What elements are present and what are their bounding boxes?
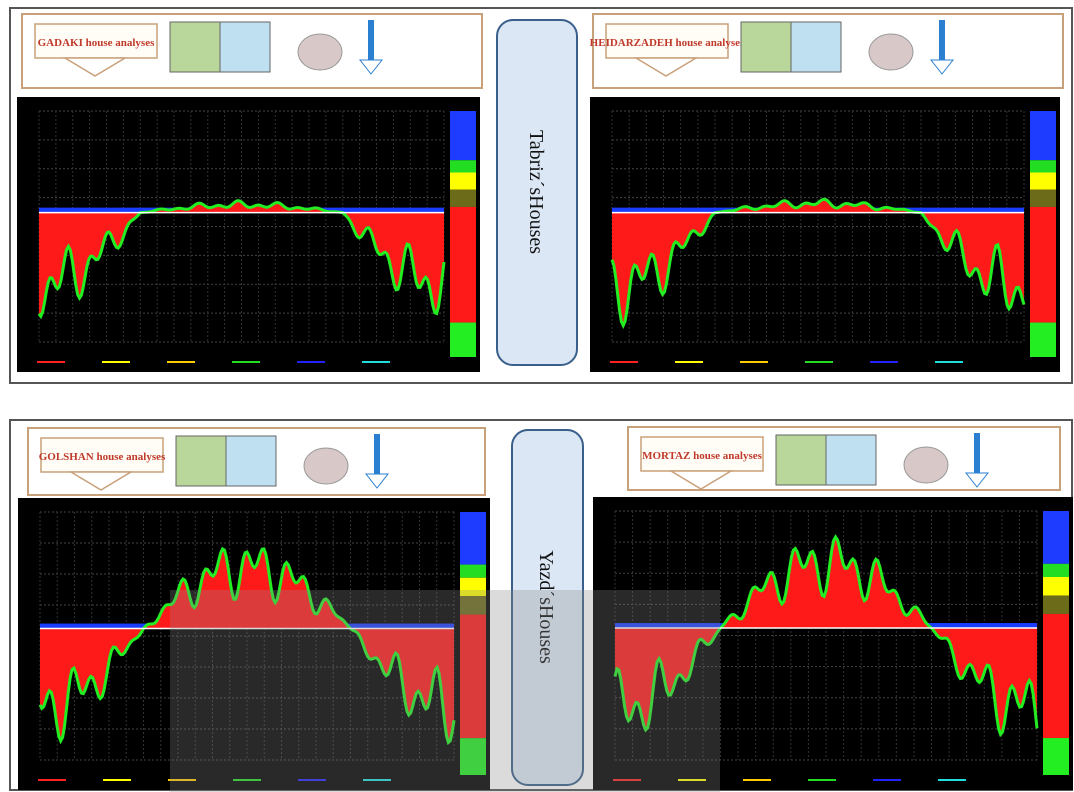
heat-edge [613, 534, 1039, 738]
map-thumb [219, 21, 271, 73]
legend-block [1030, 322, 1056, 357]
legend-block [1030, 111, 1056, 161]
map-thumb [169, 21, 221, 73]
arrow [68, 471, 134, 491]
legend-block [1030, 189, 1056, 207]
map-thumb [225, 435, 277, 487]
map-thumb [175, 435, 227, 487]
legend-block [1030, 172, 1056, 190]
icon [358, 59, 384, 75]
legend-block [1043, 738, 1069, 775]
heat-area [615, 536, 1037, 735]
legend-block [1043, 595, 1069, 614]
heat-area [40, 548, 454, 743]
city-label: Yazd´sHouses [535, 550, 557, 664]
icon [368, 20, 374, 60]
legend-block [450, 172, 476, 190]
house-label: GADAKI house analyses [38, 37, 155, 49]
icon [939, 20, 945, 60]
map-thumb [303, 447, 349, 485]
city-label: Tabriz´sHouses [525, 130, 547, 254]
icon [929, 59, 955, 75]
legend-block [460, 738, 486, 775]
icon [974, 433, 980, 473]
house-label: GOLSHAN house analyses [39, 451, 166, 463]
map-thumb [903, 446, 949, 484]
icon [364, 473, 390, 489]
legend-block [460, 577, 486, 597]
icon [964, 472, 990, 488]
legend-block [450, 111, 476, 161]
map-thumb [790, 21, 842, 73]
heat-edge [37, 199, 446, 320]
legend-block [1043, 511, 1069, 564]
arrow [633, 57, 699, 77]
legend-block [460, 596, 486, 615]
map-thumb [297, 33, 343, 71]
house-label: HEIDARZADEH house analyses [590, 37, 745, 49]
legend-block [1043, 613, 1069, 739]
heat-edge [610, 197, 1026, 330]
legend-block [450, 160, 476, 173]
legend-block [450, 189, 476, 207]
legend-block [1030, 160, 1056, 173]
map-thumb [740, 21, 792, 73]
legend-block [460, 512, 486, 565]
city-box [496, 19, 578, 366]
legend-block [1043, 563, 1069, 577]
map-thumb [825, 434, 877, 486]
city-box [511, 429, 584, 786]
house-label: MORTAZ house analyses [642, 450, 763, 462]
map-thumb [775, 434, 827, 486]
label-box [640, 436, 764, 472]
legend-block [450, 206, 476, 323]
heat-edge [38, 546, 456, 746]
arrow [668, 470, 734, 490]
legend-block [460, 564, 486, 578]
legend-block [1043, 577, 1069, 596]
label-box [605, 23, 729, 59]
icon [374, 434, 380, 474]
watermark [170, 590, 720, 792]
map-thumb [868, 33, 914, 71]
arrow [62, 57, 128, 77]
label-box [40, 437, 164, 473]
legend-block [450, 322, 476, 357]
legend-block [1030, 206, 1056, 323]
legend-block [460, 614, 486, 739]
